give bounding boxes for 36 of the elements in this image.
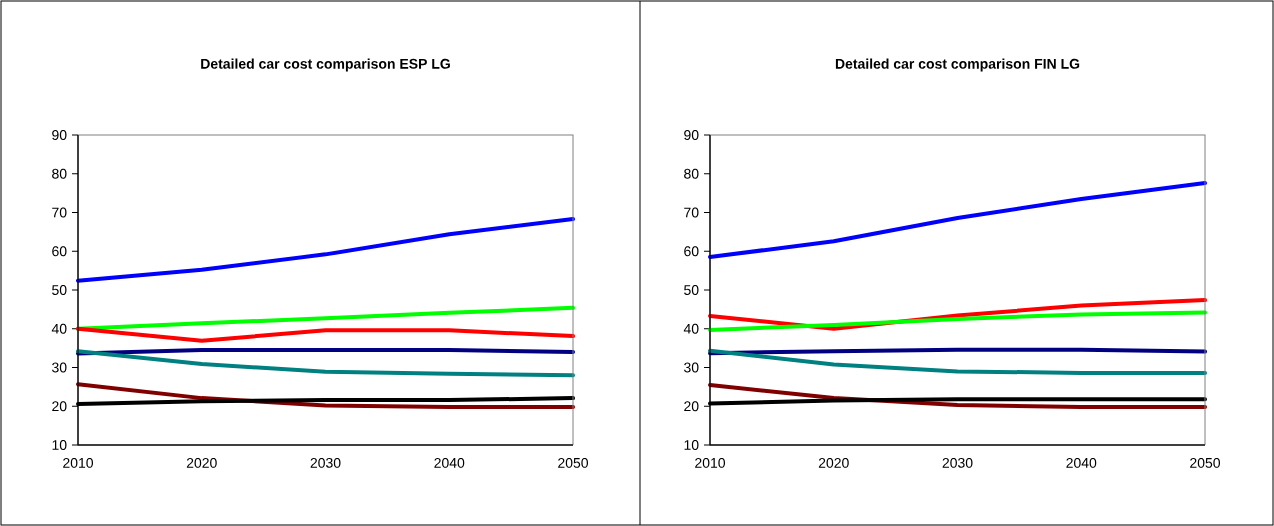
y-tick-label: 50 bbox=[52, 285, 67, 295]
y-tick-label: 30 bbox=[52, 362, 67, 373]
x-tick-label: 2010 bbox=[63, 457, 94, 468]
y-tick-label: 80 bbox=[52, 168, 67, 179]
line-series bbox=[708, 348, 1208, 375]
y-tick-label: 30 bbox=[684, 362, 699, 373]
x-tick-label: 2040 bbox=[434, 457, 465, 468]
x-tick-label: 2050 bbox=[558, 457, 589, 468]
y-tick-label: 70 bbox=[684, 207, 699, 218]
y-tick-label: 60 bbox=[684, 246, 699, 257]
y-tick-label: 60 bbox=[52, 246, 67, 257]
y-tick-label: 20 bbox=[684, 401, 699, 412]
y-tick-label: 90 bbox=[684, 130, 699, 140]
y-tick-label: 40 bbox=[683, 323, 699, 334]
line-series bbox=[76, 326, 576, 343]
x-tick-label: 2050 bbox=[1190, 457, 1221, 468]
y-tick-label: 70 bbox=[52, 207, 67, 218]
chart-title: Detailed car cost comparison FIN LG bbox=[835, 58, 1080, 72]
y-tick-label: 20 bbox=[52, 401, 67, 412]
line-series bbox=[708, 310, 1208, 332]
y-tick-label: 90 bbox=[52, 130, 67, 140]
x-tick-label: 2040 bbox=[1066, 457, 1097, 468]
chart-title: Detailed car cost comparison ESP LG bbox=[201, 58, 450, 72]
y-tick-label: 10 bbox=[52, 440, 67, 450]
x-tick-label: 2030 bbox=[310, 457, 341, 468]
x-tick-label: 2020 bbox=[818, 457, 849, 468]
x-tick-label: 2030 bbox=[942, 457, 973, 468]
line-series bbox=[76, 349, 576, 378]
line-series bbox=[708, 181, 1208, 260]
line-series bbox=[76, 217, 576, 283]
x-tick-label: 2020 bbox=[186, 457, 217, 468]
y-tick-label: 80 bbox=[684, 168, 699, 179]
y-tick-label: 40 bbox=[51, 323, 67, 334]
y-tick-label: 10 bbox=[684, 440, 699, 450]
y-tick-label: 50 bbox=[684, 285, 699, 295]
x-tick-label: 2010 bbox=[695, 457, 726, 468]
